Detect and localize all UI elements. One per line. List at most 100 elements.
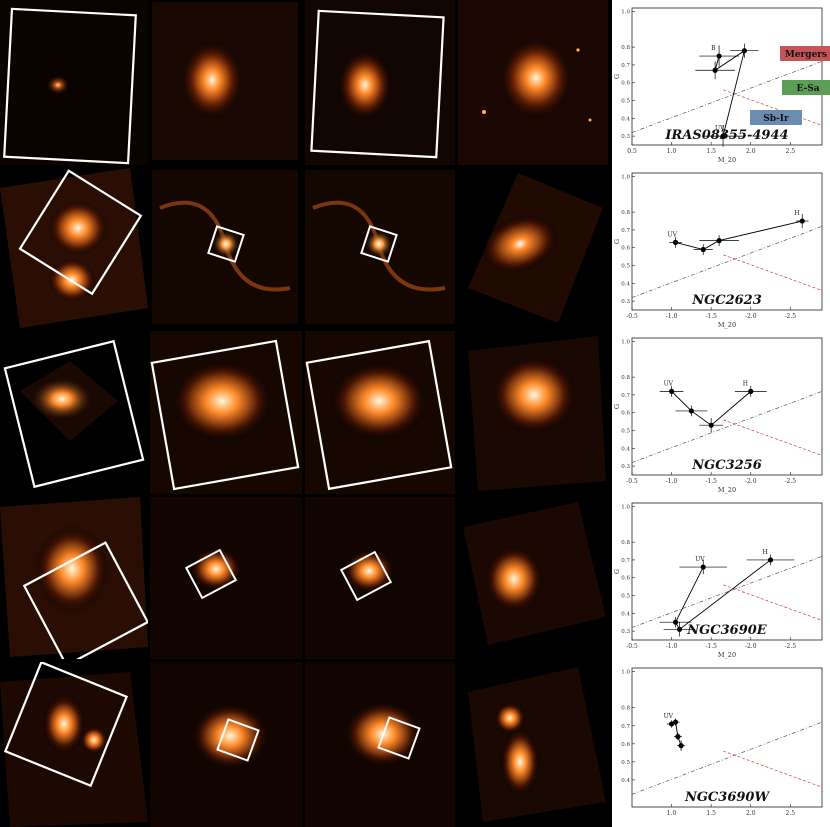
galaxy-image [150, 662, 302, 827]
data-point [712, 67, 718, 73]
data-point [700, 564, 706, 570]
plot-frame [631, 172, 823, 311]
gini-m20-plot: 0.5 1.0 1.5 2.0 2.5 1.0 0.8 0.7 0.6 0.5 0.4 0.3 M_20… [612, 0, 830, 165]
hubble-divider-line [723, 750, 823, 788]
data-point [675, 733, 681, 740]
y-tick-label: 0.7 [621, 724, 630, 730]
point-label: UV [695, 556, 705, 563]
data-point [672, 619, 679, 625]
merger-divider-line [631, 226, 823, 298]
series-line [675, 220, 803, 250]
point-label: UV [715, 125, 725, 132]
merger-divider-line [631, 721, 823, 795]
galaxy-name-label: NGC3256 [691, 458, 762, 473]
data-point [720, 133, 726, 139]
y-tick-label: 0.5 [621, 594, 630, 600]
y-tick-label: 0.5 [621, 99, 630, 105]
x-tick-label: -1.5 [705, 478, 717, 485]
y-tick-label: 0.3 [621, 629, 630, 635]
galaxy-image [305, 662, 455, 827]
point-label: H [763, 549, 768, 556]
x-tick-label: 1.0 [667, 148, 677, 155]
x-tick-label: -2.0 [745, 643, 757, 650]
legend-label: E-Sa [796, 84, 819, 94]
galaxy-image [458, 331, 608, 494]
galaxy-name-label: NGC2623 [691, 293, 762, 308]
legend-label: Mergers [785, 50, 827, 60]
galaxy-image [150, 497, 302, 659]
y-tick-label: 0.4 [621, 778, 630, 784]
y-tick-label: 0.3 [621, 464, 630, 470]
point-label: H [794, 210, 799, 217]
y-tick-label: 0.6 [621, 742, 630, 748]
y-tick-label: 1.0 [621, 10, 630, 16]
galaxy-name-label: NGC3690W [684, 790, 771, 805]
hubble-divider-line [723, 254, 823, 291]
y-tick-label: 0.8 [621, 375, 630, 381]
galaxy-image [0, 497, 148, 659]
plot-frame [631, 502, 823, 641]
data-point [700, 246, 706, 253]
data-point [748, 388, 754, 394]
gini-m20-plot: 1.0 1.5 2.0 2.5 1.0 0.8 0.7 0.6 0.5 0.4 UV NGC3690W [612, 660, 830, 827]
galaxy-image [458, 0, 608, 165]
y-tick-label: 0.3 [621, 299, 630, 305]
point-label: UV [664, 380, 674, 387]
y-tick-label: 0.6 [621, 81, 630, 87]
x-axis-label: M_20 [718, 156, 736, 164]
y-tick-label: 1.0 [621, 505, 630, 511]
data-point [716, 238, 722, 244]
data-point [741, 48, 748, 54]
plot-frame [631, 667, 823, 808]
x-tick-label: -2.0 [745, 313, 757, 320]
y-tick-label: 1.0 [621, 175, 630, 181]
galaxy-image [305, 331, 455, 494]
y-tick-label: 0.8 [621, 210, 630, 216]
galaxy-image [150, 168, 302, 328]
galaxy-image [0, 662, 148, 827]
x-tick-label: -0.5 [626, 478, 638, 485]
y-tick-label: 0.8 [621, 540, 630, 546]
hubble-divider-line [723, 584, 823, 621]
x-tick-label: 2.5 [786, 810, 796, 817]
y-tick-label: 0.5 [621, 264, 630, 270]
y-tick-label: 0.3 [621, 134, 630, 140]
y-tick-label: 0.8 [621, 45, 630, 51]
y-tick-label: 0.6 [621, 246, 630, 252]
x-tick-label: -1.5 [705, 313, 717, 320]
galaxy-image [458, 497, 608, 659]
plot-frame [631, 7, 823, 146]
merger-divider-line [631, 61, 823, 133]
y-axis-label: G [613, 404, 621, 409]
y-tick-label: 0.5 [621, 760, 630, 766]
x-tick-label: -2.5 [785, 478, 797, 485]
y-tick-label: 0.7 [621, 558, 630, 564]
x-tick-label: -2.5 [785, 313, 797, 320]
x-tick-label: -0.5 [626, 313, 638, 320]
plot-frame [631, 337, 823, 476]
data-point [767, 557, 774, 563]
x-axis-label: M_20 [718, 651, 736, 659]
y-axis-label: G [613, 74, 621, 79]
y-tick-label: 0.7 [621, 228, 630, 234]
galaxy-image [305, 168, 455, 328]
gini-m20-plot: -0.5 -1.0 -1.5 -2.0 -2.5 1.0 0.8 0.7 0.6 0.5 0.4 0.… [612, 165, 830, 330]
series-line [714, 49, 746, 137]
x-tick-label: 1.0 [667, 810, 677, 817]
data-point [672, 239, 679, 245]
data-point [716, 53, 722, 59]
y-tick-label: 0.6 [621, 411, 630, 417]
data-point [672, 719, 679, 725]
point-label: UV [664, 713, 674, 720]
data-point [668, 388, 675, 394]
x-axis-label: M_20 [718, 486, 736, 494]
y-tick-label: 0.6 [621, 576, 630, 582]
data-point [678, 743, 684, 749]
gini-m20-plot: -0.5 -1.0 -1.5 -2.0 -2.5 1.0 0.8 0.7 0.6 0.5 0.4 0.… [612, 330, 830, 495]
galaxy-image [0, 168, 148, 328]
data-point [676, 626, 683, 632]
y-axis-label: G [613, 239, 621, 244]
x-tick-label: -1.5 [705, 643, 717, 650]
galaxy-image [150, 331, 302, 494]
x-axis-label: M_20 [718, 321, 736, 329]
